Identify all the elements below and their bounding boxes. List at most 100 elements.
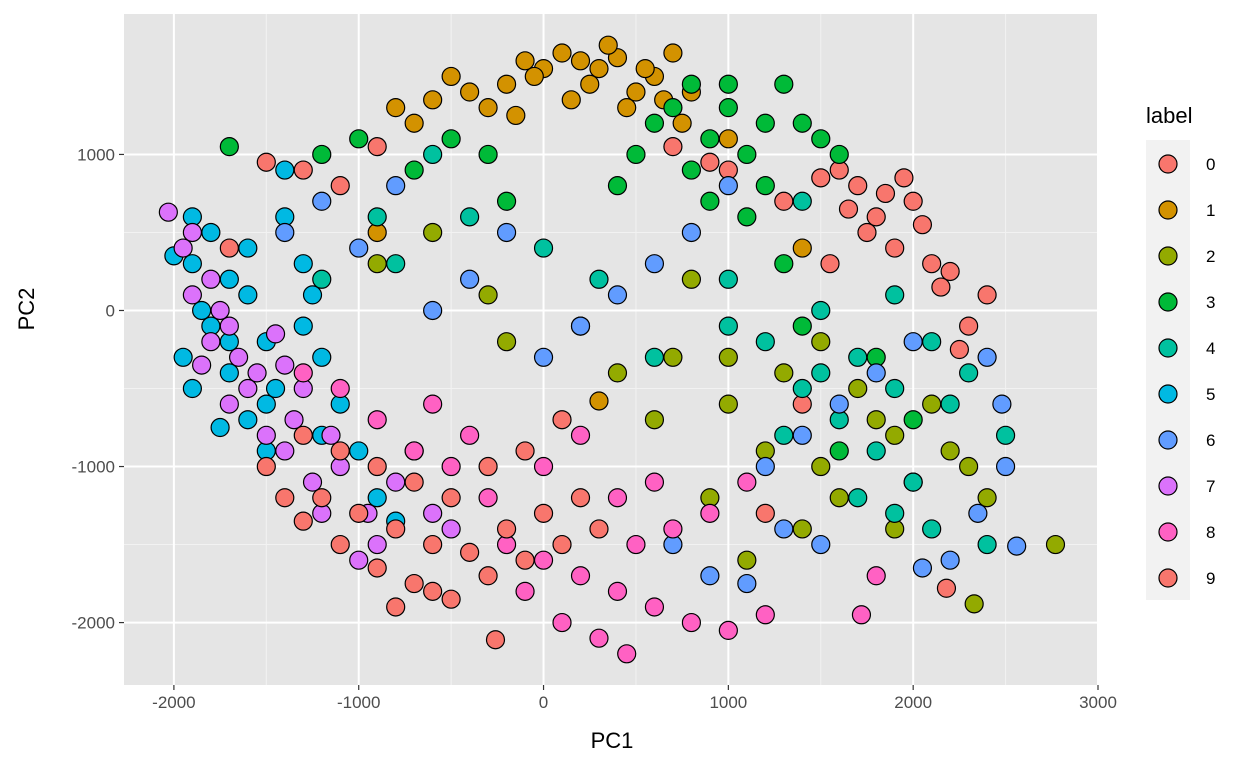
point-label-7 [238, 378, 258, 399]
point-label-2 [866, 410, 886, 430]
y-axis-title: PC2 [14, 288, 39, 331]
legend-key-6 [1158, 430, 1178, 450]
legend-label-6: 6 [1206, 431, 1215, 450]
point-label-8 [755, 605, 775, 625]
point-label-6 [903, 332, 923, 352]
point-label-3 [718, 98, 738, 118]
point-label-9 [441, 488, 461, 508]
point-label-3 [349, 129, 369, 149]
point-label-2 [367, 254, 387, 274]
point-label-4 [885, 378, 905, 399]
point-label-9 [386, 519, 406, 539]
legend-key-1 [1158, 200, 1178, 220]
point-label-3 [441, 129, 461, 149]
point-label-0 [256, 152, 276, 172]
point-label-4 [903, 472, 923, 492]
point-label-3 [681, 74, 701, 94]
point-label-9 [293, 511, 313, 531]
point-label-7 [192, 355, 212, 375]
point-label-6 [460, 269, 480, 289]
point-label-6 [386, 176, 406, 196]
point-label-0 [931, 277, 951, 297]
point-label-6 [992, 394, 1012, 414]
y-tick-label: 1000 [77, 145, 115, 164]
point-label-8 [589, 628, 609, 648]
point-label-0 [848, 176, 868, 196]
point-label-1 [496, 74, 517, 94]
x-tick-label: 0 [539, 693, 548, 712]
point-label-2 [423, 222, 443, 243]
point-label-2 [792, 519, 812, 539]
point-label-6 [968, 503, 988, 523]
point-label-2 [848, 378, 868, 399]
point-label-7 [302, 472, 323, 492]
point-label-8 [478, 488, 498, 508]
point-label-1 [672, 113, 692, 133]
point-label-6 [866, 363, 886, 383]
point-label-6 [718, 176, 738, 196]
point-label-9 [367, 456, 387, 477]
point-label-6 [496, 222, 517, 243]
point-label-8 [570, 425, 591, 445]
point-label-2 [922, 394, 942, 414]
point-label-1 [552, 43, 572, 63]
point-label-9 [423, 534, 443, 555]
point-label-8 [367, 410, 387, 430]
y-tick-label: 0 [106, 301, 115, 320]
y-tick-label: -1000 [72, 458, 115, 477]
point-label-5 [349, 441, 369, 461]
point-label-6 [423, 300, 443, 321]
point-label-7 [265, 324, 286, 344]
point-label-7 [182, 222, 202, 243]
x-axis-title: PC1 [591, 728, 634, 753]
point-label-5 [182, 378, 202, 399]
point-label-4 [718, 316, 738, 336]
point-label-5 [293, 254, 313, 274]
point-label-3 [718, 74, 738, 94]
point-label-1 [617, 98, 637, 118]
point-label-0 [838, 199, 859, 219]
point-label-7 [182, 285, 202, 305]
point-label-8 [570, 566, 591, 586]
point-label-1 [524, 66, 544, 87]
point-label-8 [552, 612, 572, 633]
point-label-1 [441, 66, 461, 87]
legend-title: label [1146, 103, 1192, 128]
point-label-4 [885, 285, 905, 305]
point-label-2 [644, 410, 665, 430]
point-label-4 [589, 269, 609, 289]
point-label-4 [995, 425, 1016, 445]
point-label-7 [247, 363, 267, 383]
legend-key-4 [1158, 338, 1178, 358]
x-tick-label: 2000 [894, 693, 932, 712]
point-label-3 [755, 176, 775, 196]
legend-label-5: 5 [1206, 385, 1215, 404]
legend-label-9: 9 [1206, 569, 1215, 588]
legend-key-8 [1158, 522, 1178, 542]
point-label-2 [718, 347, 738, 367]
point-label-0 [857, 222, 877, 243]
point-label-8 [681, 612, 701, 633]
point-label-3 [681, 160, 701, 180]
point-label-6 [977, 347, 997, 367]
point-label-6 [737, 573, 757, 594]
point-label-3 [792, 316, 812, 336]
point-label-9 [515, 441, 535, 461]
point-label-9 [515, 550, 535, 570]
legend-label-3: 3 [1206, 293, 1215, 312]
point-label-4 [811, 300, 831, 321]
point-label-9 [478, 566, 498, 586]
point-label-1 [404, 113, 424, 133]
point-label-0 [977, 285, 997, 305]
point-label-2 [959, 456, 979, 477]
point-label-2 [496, 332, 517, 352]
point-label-0 [912, 215, 933, 235]
point-label-6 [275, 222, 295, 243]
point-label-8 [718, 620, 738, 640]
point-label-5 [275, 160, 295, 180]
point-label-3 [607, 176, 628, 196]
point-label-1 [460, 82, 480, 102]
point-label-3 [312, 144, 332, 165]
point-label-7 [158, 202, 178, 222]
point-label-1 [718, 129, 738, 149]
